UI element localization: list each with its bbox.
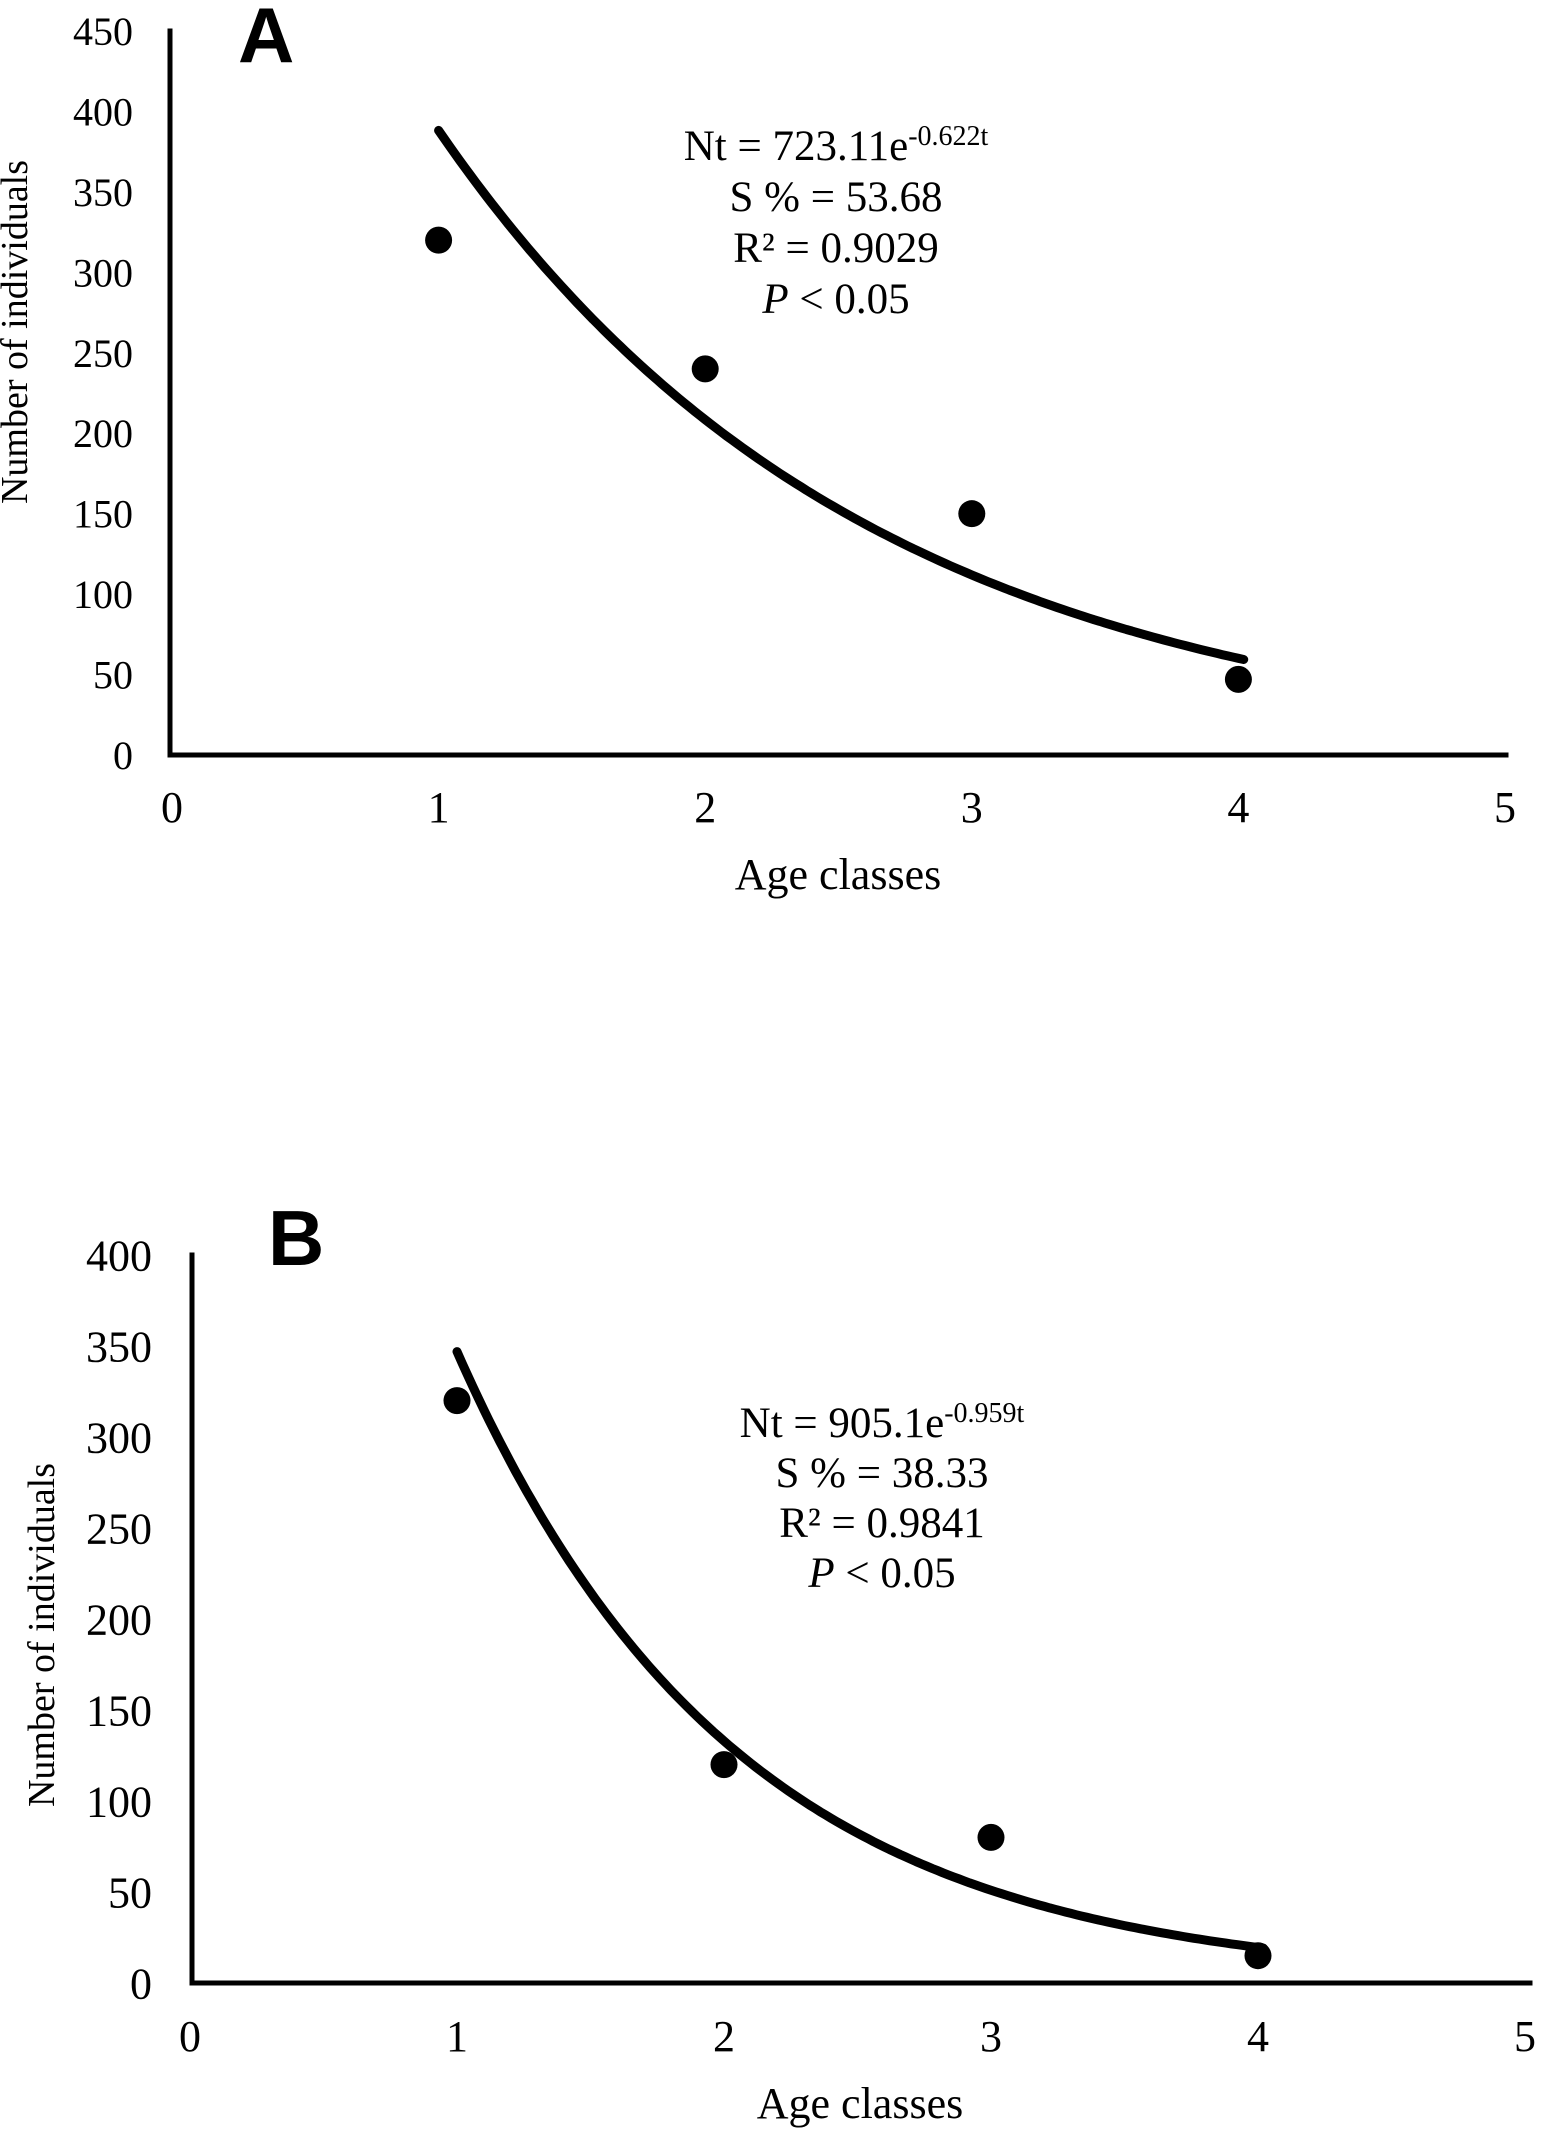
data-point — [443, 1387, 471, 1415]
x-axis-title: Age classes — [735, 850, 942, 899]
y-tick-label: 50 — [108, 1868, 152, 1917]
data-point — [691, 355, 719, 383]
chart-b-svg: 400 350 300 250 200 150 100 50 00 1 2 3 4 5 Nt = 905.1… — [21, 1194, 1536, 2128]
x-tick-label: 3 — [980, 2012, 1002, 2061]
annotation-line: Nt = 905.1e-0.959t — [740, 1398, 1025, 1447]
x-tick-label: 5 — [1514, 2012, 1536, 2061]
fit-curve — [452, 1347, 1268, 1953]
data-point — [1244, 1942, 1272, 1970]
x-tick-label: 5 — [1494, 783, 1516, 832]
x-tick-label: 2 — [694, 783, 716, 832]
y-axis-title: Number of individuals — [21, 1463, 63, 1807]
x-axis-title: Age classes — [757, 2079, 964, 2128]
x-tick-label: 4 — [1247, 2012, 1269, 2061]
axis-lines — [189, 1252, 1533, 1986]
y-tick-label: 0 — [130, 1959, 152, 2008]
annotation-line: S % = 53.68 — [730, 174, 943, 221]
annotation-line: S % = 38.33 — [776, 1450, 989, 1497]
y-tick-label: 150 — [73, 492, 133, 537]
panel-label: A — [238, 0, 294, 79]
y-tick-label: 200 — [73, 411, 133, 456]
x-tick-label: 1 — [446, 2012, 468, 2061]
data-point — [958, 500, 986, 528]
annotation-line: R² = 0.9841 — [779, 1500, 985, 1547]
y-tick-label: 100 — [73, 572, 133, 617]
panel-label: B — [268, 1194, 324, 1282]
y-tick-label: 300 — [86, 1413, 152, 1462]
annotation-line: P < 0.05 — [807, 1550, 955, 1597]
y-tick-label: 0 — [113, 733, 133, 778]
data-point — [710, 1751, 738, 1779]
data-point — [1224, 665, 1252, 693]
data-point — [977, 1823, 1005, 1851]
x-tick-label: 0 — [161, 783, 183, 832]
y-tick-label: 450 — [73, 9, 133, 54]
y-tick-label: 50 — [93, 653, 133, 698]
y-axis-title: Number of individuals — [0, 160, 36, 504]
y-tick-label: 400 — [73, 89, 133, 134]
chart-a-svg: 450 400 350 300 250 200 150 100 50 00 1 2 3 4 5 Nt = 72… — [0, 0, 1516, 899]
y-tick-label: 200 — [86, 1595, 152, 1644]
y-tick-label: 150 — [86, 1686, 152, 1735]
y-tick-label: 350 — [86, 1322, 152, 1371]
y-tick-label: 250 — [86, 1504, 152, 1553]
y-tick-label: 400 — [86, 1231, 152, 1280]
y-tick-label: 100 — [86, 1777, 152, 1826]
x-tick-label: 1 — [428, 783, 450, 832]
x-tick-label: 0 — [179, 2012, 201, 2061]
annotation-line: Nt = 723.11e-0.622t — [684, 121, 989, 170]
x-tick-label: 2 — [713, 2012, 735, 2061]
annotation-line: P < 0.05 — [761, 276, 909, 323]
x-tick-label: 3 — [961, 783, 983, 832]
data-point — [425, 226, 453, 254]
chart-panel-a: 450 400 350 300 250 200 150 100 50 0 0 1 2 3 4 5 Nt = 72… — [0, 0, 1516, 899]
fit-curve — [434, 125, 1249, 664]
axis-lines — [167, 28, 1509, 758]
chart-panel-b: 400 350 300 250 200 150 100 50 0 0 1 2 3 4 5 Nt = 905.1… — [0, 1067, 1551, 2134]
x-tick-label: 4 — [1227, 783, 1249, 832]
y-tick-label: 300 — [73, 250, 133, 295]
y-tick-label: 250 — [73, 331, 133, 376]
annotation-line: R² = 0.9029 — [733, 225, 939, 272]
y-tick-label: 350 — [73, 170, 133, 215]
